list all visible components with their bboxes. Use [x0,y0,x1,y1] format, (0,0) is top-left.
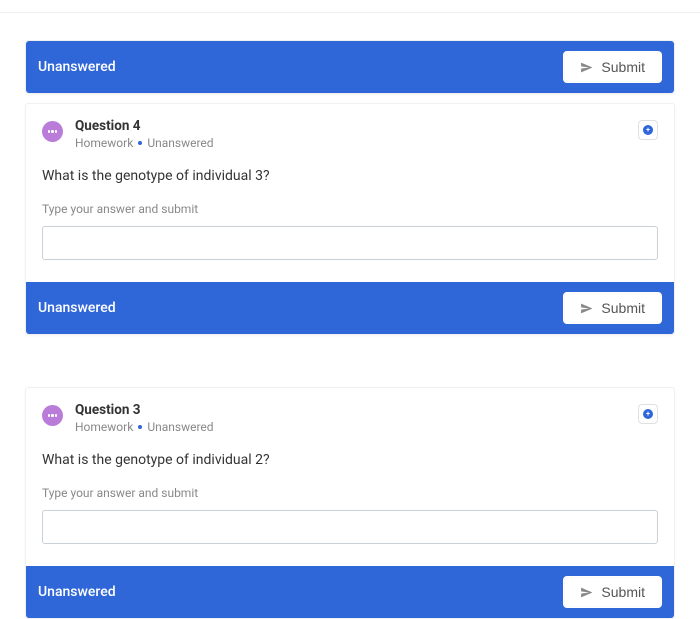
question4-title: Question 4 [75,118,214,134]
page-root: Unanswered Submit Question 4 Homework Una… [0,0,700,619]
question3-title-block: Question 3 Homework Unanswered [75,402,214,434]
question3-answer-input[interactable] [42,510,658,544]
prev-question-footer: Unanswered Submit [26,41,674,93]
bookmark-button[interactable] [638,404,658,424]
plus-circle-icon [643,409,653,419]
question4-header: Question 4 Homework Unanswered [42,118,658,150]
question3-header: Question 3 Homework Unanswered [42,402,658,434]
question4-footer: Unanswered Submit [26,282,674,334]
submit-label: Submit [601,300,645,316]
question3-status: Unanswered [147,420,213,434]
question3-card: Question 3 Homework Unanswered What is th… [25,387,675,619]
paper-plane-icon [580,586,593,599]
question-avatar-icon [42,121,63,142]
question4-card: Question 4 Homework Unanswered What is th… [25,103,675,335]
question4-title-block: Question 4 Homework Unanswered [75,118,214,150]
top-divider [0,0,700,13]
meta-dot-icon [138,141,142,145]
submit-button[interactable]: Submit [563,292,662,324]
prev-question-footer-card: Unanswered Submit [25,40,675,94]
question4-answer-input[interactable] [42,226,658,260]
question4-answer-label: Type your answer and submit [42,202,658,216]
question3-meta: Homework Unanswered [75,420,214,434]
submit-button[interactable]: Submit [563,51,662,83]
question4-prompt: What is the genotype of individual 3? [42,168,658,184]
question4-category: Homework [75,136,133,150]
question3-prompt: What is the genotype of individual 2? [42,452,658,468]
bookmark-button[interactable] [638,120,658,140]
question4-footer-status: Unanswered [38,300,116,316]
paper-plane-icon [580,302,593,315]
submit-label: Submit [601,59,645,75]
question4-status: Unanswered [147,136,213,150]
submit-button[interactable]: Submit [563,576,662,608]
question3-footer: Unanswered Submit [26,566,674,618]
paper-plane-icon [580,61,593,74]
meta-dot-icon [138,425,142,429]
question4-meta: Homework Unanswered [75,136,214,150]
question3-answer-label: Type your answer and submit [42,486,658,500]
prev-footer-status: Unanswered [38,59,116,75]
question-avatar-icon [42,405,63,426]
question4-body: Question 4 Homework Unanswered What is th… [26,104,674,282]
question3-body: Question 3 Homework Unanswered What is th… [26,388,674,566]
question3-category: Homework [75,420,133,434]
plus-circle-icon [643,125,653,135]
submit-label: Submit [601,584,645,600]
question3-footer-status: Unanswered [38,584,116,600]
question3-title: Question 3 [75,402,214,418]
